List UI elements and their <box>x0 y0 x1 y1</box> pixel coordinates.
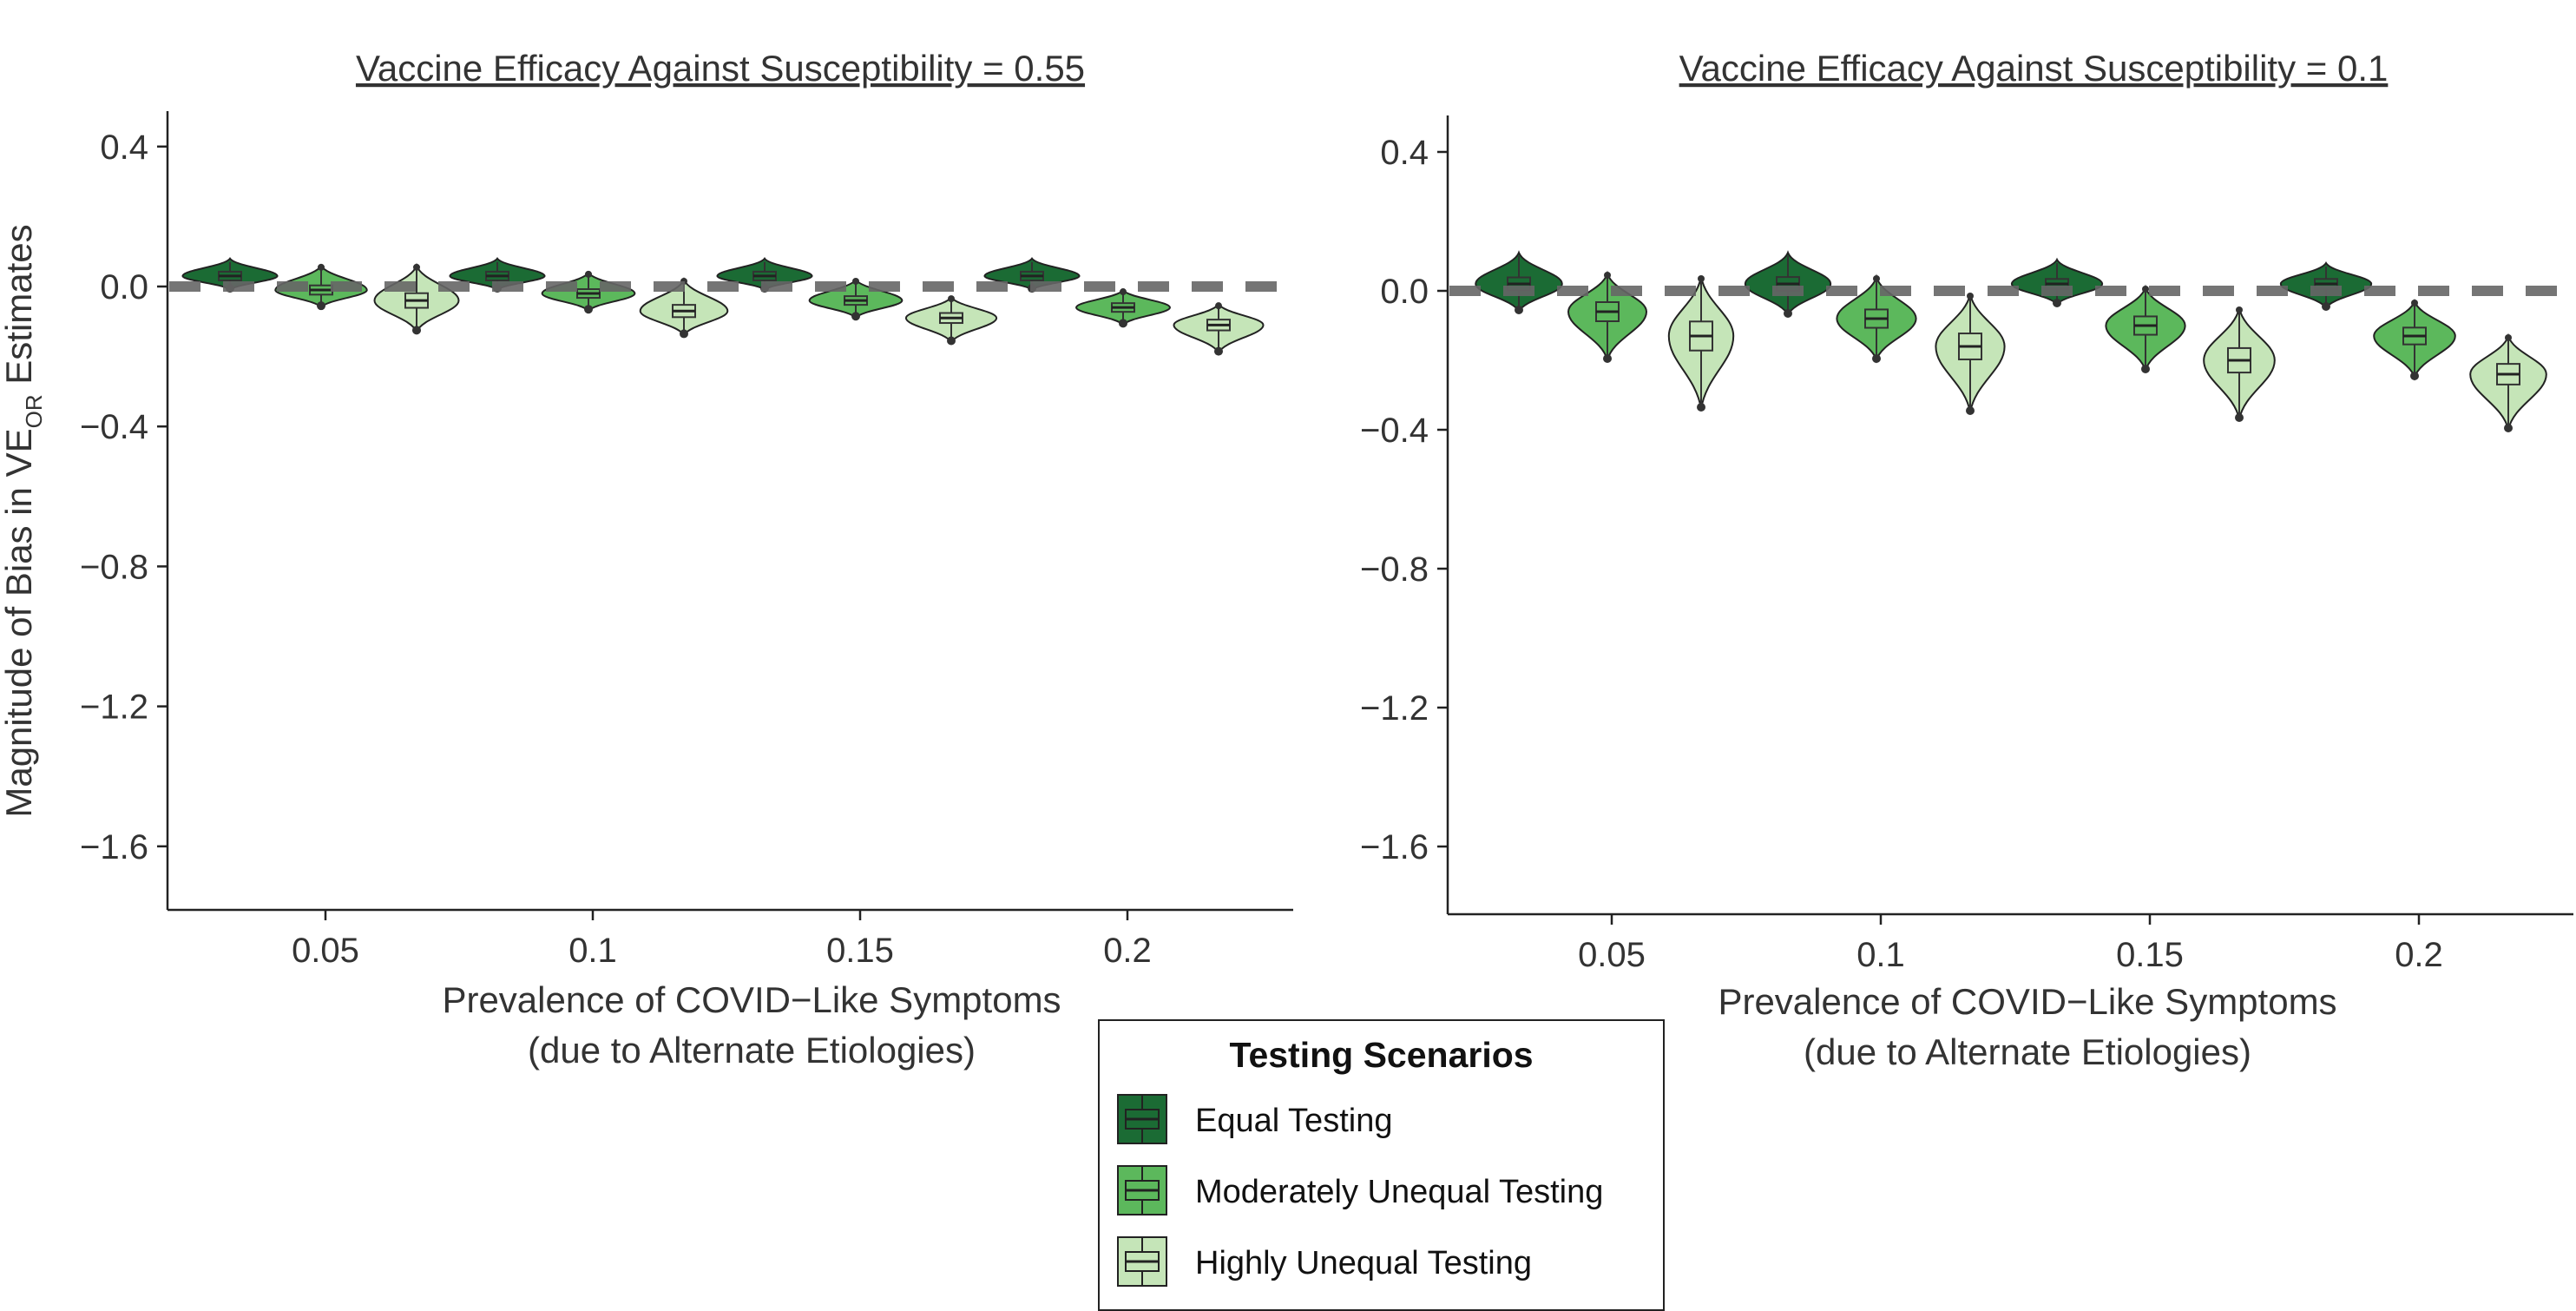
outlier-point <box>2411 300 2418 306</box>
outlier-point <box>584 305 593 314</box>
outlier-point <box>1697 403 1705 412</box>
legend-label-moderate: Moderately Unequal Testing <box>1195 1174 1604 1210</box>
outlier-point <box>2236 306 2243 313</box>
y-tick-label: −1.6 <box>1360 828 1429 866</box>
outlier-point <box>1873 275 1880 282</box>
outlier-point <box>1872 354 1881 363</box>
outlier-point <box>413 263 420 271</box>
legend-label-high: Highly Unequal Testing <box>1195 1245 1532 1281</box>
y-tick-label: −1.6 <box>80 828 148 866</box>
outlier-point <box>2235 413 2244 422</box>
outlier-point <box>1698 275 1705 282</box>
outlier-point <box>1119 319 1127 328</box>
outlier-point <box>1120 288 1127 296</box>
left-panel-title: Vaccine Efficacy Against Susceptibility … <box>356 48 1085 89</box>
legend: Testing Scenarios Equal Testing Moderate… <box>1098 1019 1665 1311</box>
x-tick-label: 0.05 <box>292 932 359 970</box>
outlier-point <box>1515 306 1523 314</box>
y-tick-label: −1.2 <box>1360 689 1429 728</box>
y-tick-label: 0.0 <box>1380 273 1429 311</box>
x-tick-label: 0.15 <box>2116 936 2184 974</box>
outlier-point <box>947 336 956 346</box>
x-tick-label: 0.15 <box>826 932 894 970</box>
outlier-point <box>2410 372 2419 380</box>
y-tick-label: −0.8 <box>1360 550 1429 589</box>
y-tick-label: 0.4 <box>1380 134 1429 172</box>
y-tick-label: −0.8 <box>80 548 148 586</box>
y-tick-label: −0.4 <box>80 408 148 446</box>
outlier-point <box>412 326 421 335</box>
y-tick-label: −1.2 <box>80 688 148 727</box>
legend-item-equal: Equal Testing <box>1117 1094 1646 1148</box>
outlier-point <box>585 270 592 278</box>
outlier-point <box>318 263 325 271</box>
outlier-point <box>2322 302 2330 311</box>
outlier-point <box>317 301 325 311</box>
outlier-point <box>1966 406 1975 415</box>
outlier-point <box>1214 346 1223 356</box>
outlier-point <box>1784 309 1792 318</box>
right-x-axis-title-line2: (due to Alternate Etiologies) <box>1804 1031 2251 1072</box>
outlier-point <box>1215 302 1222 310</box>
x-tick-label: 0.05 <box>1578 936 1646 974</box>
outlier-point <box>1967 293 1974 300</box>
outlier-point <box>2053 299 2061 307</box>
left-panel: Vaccine Efficacy Against Susceptibility … <box>0 48 1293 1071</box>
right-panel: Vaccine Efficacy Against Susceptibility … <box>1360 48 2573 1072</box>
outlier-point <box>2505 334 2512 341</box>
legend-key-high <box>1117 1236 1167 1287</box>
x-tick-label: 0.2 <box>1103 932 1152 970</box>
x-tick-label: 0.2 <box>2395 936 2443 974</box>
outlier-point <box>2142 286 2149 293</box>
y-tick-label: −0.4 <box>1360 412 1429 450</box>
outlier-point <box>851 312 860 321</box>
legend-key-equal <box>1117 1094 1167 1144</box>
legend-item-moderate: Moderately Unequal Testing <box>1117 1165 1646 1219</box>
legend-key-moderate <box>1117 1165 1167 1215</box>
y-tick-label: 0.4 <box>100 128 148 167</box>
outlier-point <box>2504 424 2513 432</box>
x-tick-label: 0.1 <box>568 932 617 970</box>
legend-title: Testing Scenarios <box>1229 1035 1534 1075</box>
y-axis-title: Magnitude of Bias in VEOR Estimates <box>0 224 47 817</box>
x-tick-label: 0.1 <box>1856 936 1905 974</box>
legend-item-high: Highly Unequal Testing <box>1117 1236 1646 1290</box>
left-x-axis-title-line1: Prevalence of COVID−Like Symptoms <box>442 979 1061 1020</box>
outlier-point <box>2141 365 2150 373</box>
outlier-point <box>1603 354 1612 363</box>
outlier-point <box>948 295 955 303</box>
outlier-point <box>680 329 688 339</box>
left-x-axis-title-line2: (due to Alternate Etiologies) <box>528 1030 976 1071</box>
outlier-point <box>852 277 859 285</box>
outlier-point <box>1604 272 1611 279</box>
right-panel-title: Vaccine Efficacy Against Susceptibility … <box>1679 48 2389 89</box>
legend-label-equal: Equal Testing <box>1195 1103 1393 1139</box>
y-tick-label: 0.0 <box>100 268 148 306</box>
right-x-axis-title-line1: Prevalence of COVID−Like Symptoms <box>1718 981 2336 1022</box>
